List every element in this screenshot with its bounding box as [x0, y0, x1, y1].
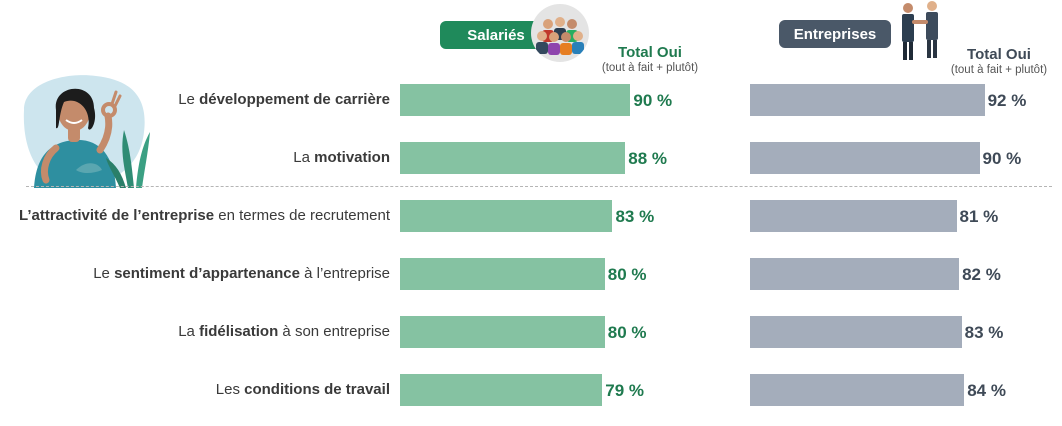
entreprises-value-label: 90 % [982, 149, 1022, 168]
salaries-value-label: 80 % [607, 323, 647, 342]
category-label-bold: sentiment d’appartenance [114, 265, 300, 282]
salaries-value-label: 80 % [607, 265, 647, 284]
salaries-value-label: 83 % [615, 207, 655, 226]
entreprises-bar [750, 258, 960, 290]
category-label-suffix: à son entreprise [278, 323, 390, 340]
category-label: Les conditions de travail [216, 381, 390, 398]
entreprises-value-label: 81 % [959, 207, 999, 226]
category-label: Le développement de carrière [178, 91, 390, 108]
salaries-bar [400, 200, 613, 232]
category-label-bold: fidélisation [199, 323, 279, 340]
category-label-suffix: à l’entreprise [299, 265, 390, 282]
salaries-bar [400, 316, 605, 348]
entreprises-value-label: 84 % [967, 381, 1006, 400]
entreprises-bar [750, 142, 980, 174]
salaries-bar [400, 84, 631, 116]
category-label-prefix: Le [178, 91, 200, 108]
entreprises-header-label: Entreprises [793, 25, 877, 43]
category-label-suffix: en termes de recrutement [214, 207, 390, 224]
category-label: L’attractivité de l’entreprise en termes… [19, 207, 390, 224]
category-label-bold: L’attractivité de l’entreprise [19, 207, 215, 224]
entreprises-value-label: 83 % [964, 323, 1004, 342]
salaries-value-label: 90 % [633, 91, 673, 110]
category-label-bold: développement de carrière [199, 91, 390, 108]
salaries-bar [400, 374, 603, 406]
entreprises-value-label: 82 % [962, 265, 1001, 284]
entreprises-bar [750, 316, 962, 348]
entreprises-header-badge: Entreprises [779, 20, 891, 48]
entreprises-total-heading: Total Oui (tout à fait + plutôt) [940, 46, 1058, 76]
salaries-bar [400, 258, 605, 290]
category-label-prefix: Les [215, 381, 245, 398]
category-label: Le sentiment d’appartenance à l’entrepri… [93, 265, 390, 282]
salaries-bar [400, 142, 626, 174]
salaries-total-heading: Total Oui (tout à fait + plutôt) [588, 44, 712, 74]
category-label-prefix: La [293, 149, 315, 166]
salaries-total-subtitle: (tout à fait + plutôt) [601, 62, 699, 74]
category-label-bold: motivation [314, 149, 390, 166]
handshake-icon [902, 1, 938, 60]
entreprises-bar [750, 84, 985, 116]
entreprises-value-label: 92 % [987, 91, 1027, 110]
category-label: La fidélisation à son entreprise [178, 323, 390, 340]
section-divider [26, 186, 1052, 187]
category-label-bold: conditions de travail [244, 381, 390, 398]
employees-group-icon [531, 4, 589, 62]
category-label-prefix: La [178, 323, 200, 340]
salaries-total-title: Total Oui [618, 44, 682, 61]
woman-ok-illustration [23, 75, 150, 188]
entreprises-total-title: Total Oui [967, 46, 1031, 63]
category-label-prefix: Le [93, 265, 115, 282]
entreprises-total-subtitle: (tout à fait + plutôt) [950, 64, 1048, 76]
entreprises-bar [750, 374, 965, 406]
category-label: La motivation [293, 149, 390, 166]
salaries-value-label: 88 % [628, 149, 668, 168]
entreprises-bar [750, 200, 957, 232]
salaries-value-label: 79 % [605, 381, 644, 400]
salaries-header-label: Salariés [467, 26, 525, 44]
